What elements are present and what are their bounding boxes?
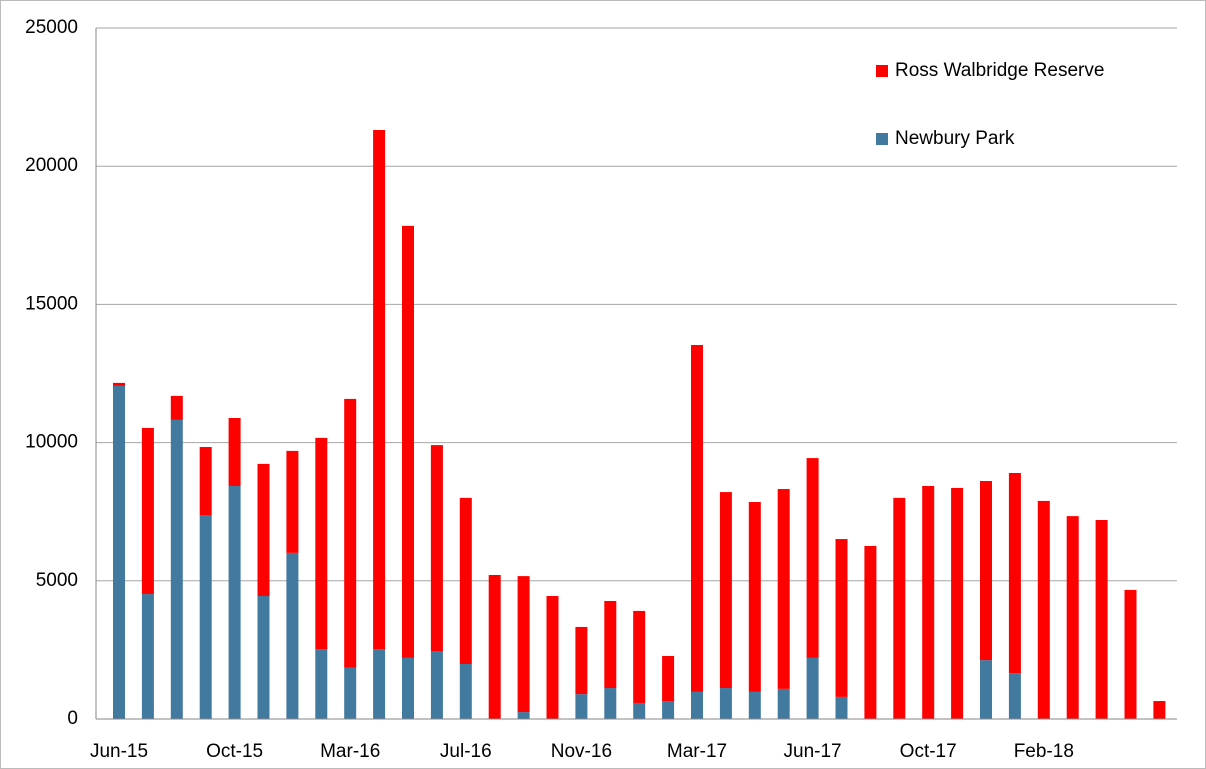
bar-segment [141, 594, 154, 719]
bar-segment [1124, 589, 1137, 719]
bar-segment [402, 657, 414, 719]
bar-segment [286, 552, 299, 719]
bar-segment [199, 447, 212, 516]
bar-segment [228, 485, 241, 719]
bar-segment [633, 702, 646, 719]
bar-segment [286, 450, 299, 553]
bar-segment [806, 458, 819, 658]
x-tick-label: Nov-16 [551, 741, 612, 762]
bar-segment [777, 489, 790, 689]
bar-segment [1066, 516, 1079, 719]
bar-segment [662, 701, 675, 719]
bar-segment [980, 660, 992, 719]
x-tick-label: Oct-15 [206, 741, 263, 762]
bar-segment [257, 596, 270, 719]
bar-segment [1008, 673, 1021, 719]
legend-swatch [876, 133, 888, 145]
bar-segment [835, 539, 848, 697]
legend-label: Ross Walbridge Reserve [895, 60, 1104, 81]
y-tick-label: 25000 [25, 17, 78, 38]
bar-segment [691, 691, 703, 719]
bar-segment [315, 437, 328, 650]
bar-segment [517, 576, 530, 713]
bar-segment [430, 651, 443, 719]
bar-segment [575, 694, 588, 719]
x-tick-label: Feb-18 [1014, 741, 1074, 762]
bar-segment [141, 427, 154, 595]
bar-segment [344, 667, 357, 719]
bar-segment [980, 481, 992, 661]
bar-segment [373, 129, 386, 650]
bar-segment [113, 385, 125, 719]
bar-segment [170, 419, 183, 719]
bar-segment [344, 398, 357, 668]
legend-label: Newbury Park [895, 128, 1015, 149]
bar-segment [1095, 519, 1108, 719]
bar-segment [864, 545, 877, 719]
bar-segment [257, 463, 270, 597]
bar-segment [604, 688, 617, 719]
bar-segment [604, 600, 617, 689]
bar-segment [748, 502, 761, 692]
bar-segment [633, 610, 646, 703]
bar-segment [806, 657, 819, 719]
legend-swatch [876, 65, 888, 77]
x-tick-label: Jun-17 [784, 741, 842, 762]
bar-segment [691, 345, 703, 692]
bar-segment [459, 663, 472, 719]
bar-segment [777, 688, 790, 719]
bar-segment [922, 485, 935, 719]
x-tick-label: Jul-16 [440, 741, 492, 762]
bar-segment [459, 497, 472, 664]
bar-segment [1153, 701, 1166, 719]
bar-segment [113, 382, 125, 386]
y-tick-label: 15000 [25, 293, 78, 314]
x-tick-label: Mar-17 [667, 741, 727, 762]
y-tick-label: 5000 [36, 570, 78, 591]
bar-segment [1037, 500, 1050, 719]
bar-segment [575, 626, 588, 695]
bar-segment [199, 515, 212, 719]
bar-segment [893, 497, 906, 719]
bar-segment [546, 596, 559, 719]
x-tick-label: Mar-16 [320, 741, 380, 762]
bar-segment [719, 688, 732, 719]
bar-segment [315, 649, 328, 719]
bar-segment [228, 418, 241, 486]
bar-segment [1008, 473, 1021, 674]
bar-segment [373, 649, 386, 719]
y-tick-label: 0 [67, 708, 78, 729]
bar-segment [662, 655, 675, 702]
x-tick-label: Jun-15 [90, 741, 148, 762]
y-tick-label: 10000 [25, 432, 78, 453]
y-tick-label: 20000 [25, 155, 78, 176]
bar-segment [835, 696, 848, 719]
bar-segment [719, 492, 732, 689]
bar-segment [951, 487, 964, 719]
bar-segment [430, 445, 443, 652]
bar-segment [748, 691, 761, 719]
bar-segment [170, 395, 183, 420]
x-tick-label: Oct-17 [900, 741, 957, 762]
bar-segment [488, 574, 501, 719]
bar-segment [517, 712, 530, 719]
bar-segment [402, 225, 414, 658]
